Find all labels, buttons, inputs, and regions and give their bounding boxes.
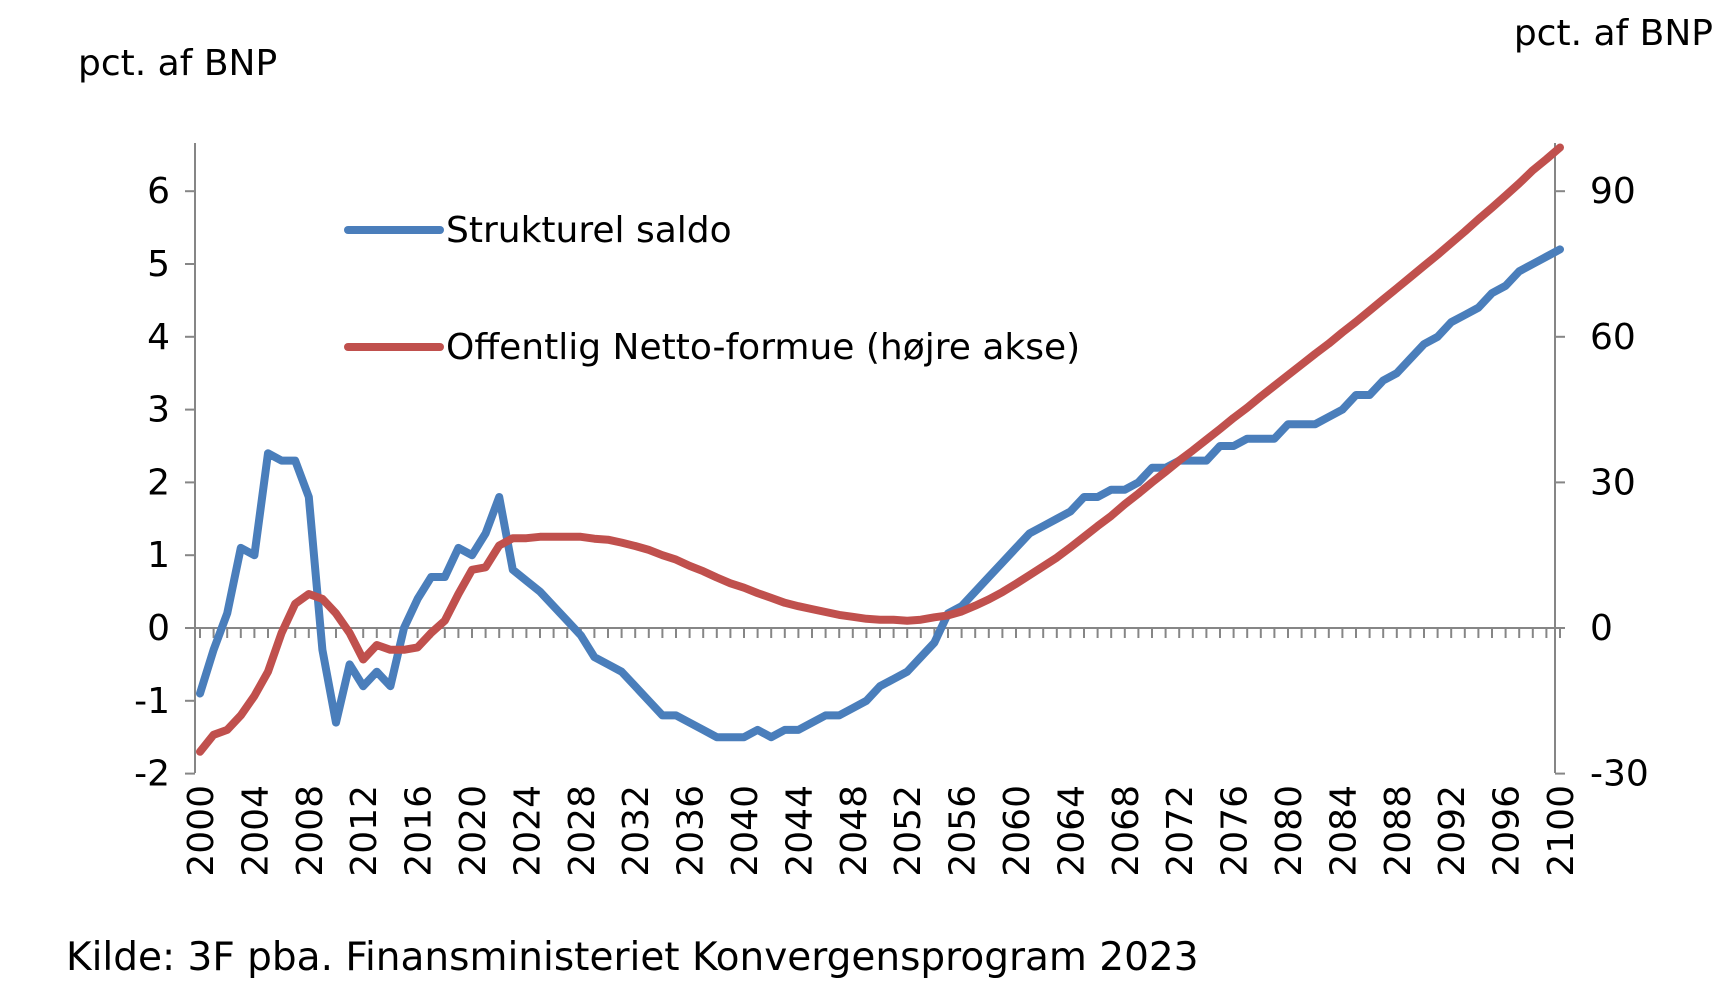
right-tick-label: 0	[1590, 608, 1613, 649]
left-tick-label: -1	[134, 681, 170, 722]
x-tick-label: 2076	[1215, 785, 1256, 877]
x-tick-label: 2068	[1106, 785, 1147, 877]
x-tick-label: 2072	[1160, 785, 1201, 877]
x-tick-label: 2036	[671, 785, 712, 877]
x-axis-ticks: 2000 2004 2008 2012 2016 2020 2024 2028 2032 2036…	[181, 785, 1582, 877]
x-tick-label: 2028	[562, 785, 603, 877]
axes	[194, 143, 1561, 773]
right-tick-label: 90	[1590, 171, 1636, 212]
x-tick-label: 2012	[344, 785, 385, 877]
right-tick-label: 30	[1590, 462, 1636, 503]
left-tick-label: 6	[147, 171, 170, 212]
x-tick-label: 2052	[888, 785, 929, 877]
x-tick-label: 2064	[1051, 785, 1092, 877]
x-tick-label: 2008	[290, 785, 331, 877]
x-tick-label: 2096	[1487, 785, 1528, 877]
right-tick-label: 60	[1590, 317, 1636, 358]
x-tick-label: 2020	[453, 785, 494, 877]
right-axis-title: pct. af BNP	[1514, 13, 1713, 54]
left-tick-label: 2	[147, 462, 170, 503]
x-tick-label: 2048	[834, 785, 875, 877]
x-tick-label: 2088	[1378, 785, 1419, 877]
series-line-strukturel-saldo	[196, 245, 1564, 742]
series-lines	[196, 143, 1564, 756]
left-axis-ticks: -2 -1 0 1 2 3 4 5 6	[134, 171, 195, 795]
left-tick-label: -2	[134, 754, 170, 795]
left-axis-title: pct. af BNP	[78, 43, 277, 84]
series-line-netto-formue	[196, 143, 1564, 756]
x-tick-label: 2056	[943, 785, 984, 877]
right-axis-ticks: -30 0 30 60 90	[1555, 171, 1649, 795]
x-tick-label: 2004	[235, 785, 276, 877]
x-tick-label: 2100	[1541, 785, 1582, 877]
x-tick-label: 2092	[1432, 785, 1473, 877]
x-tick-label: 2084	[1323, 785, 1364, 877]
left-tick-label: 3	[147, 390, 170, 431]
legend-label-netto-formue: Offentlig Netto-formue (højre akse)	[446, 327, 1080, 368]
x-tick-label: 2040	[725, 785, 766, 877]
left-tick-label: 1	[147, 535, 170, 576]
left-tick-label: 0	[147, 608, 170, 649]
x-tick-label: 2060	[997, 785, 1038, 877]
left-tick-label: 4	[147, 317, 170, 358]
legend: Strukturel saldo Offentlig Netto-formue …	[344, 210, 1080, 368]
x-tick-label: 2044	[779, 785, 820, 877]
x-tick-label: 2032	[616, 785, 657, 877]
x-tick-label: 2080	[1269, 785, 1310, 877]
source-note: Kilde: 3F pba. Finansministeriet Konverg…	[66, 935, 1199, 980]
x-tick-label: 2016	[399, 785, 440, 877]
left-tick-label: 5	[147, 244, 170, 285]
legend-label-strukturel-saldo: Strukturel saldo	[446, 210, 732, 251]
right-tick-label: -30	[1590, 754, 1649, 795]
x-tick-label: 2024	[507, 785, 548, 877]
x-tick-label: 2000	[181, 785, 222, 877]
